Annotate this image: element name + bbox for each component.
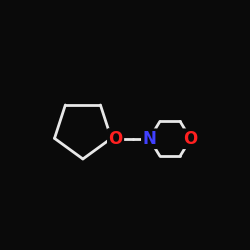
Text: O: O (108, 130, 123, 148)
Text: O: O (108, 130, 123, 148)
Text: N: N (142, 130, 156, 148)
Text: O: O (184, 130, 198, 148)
